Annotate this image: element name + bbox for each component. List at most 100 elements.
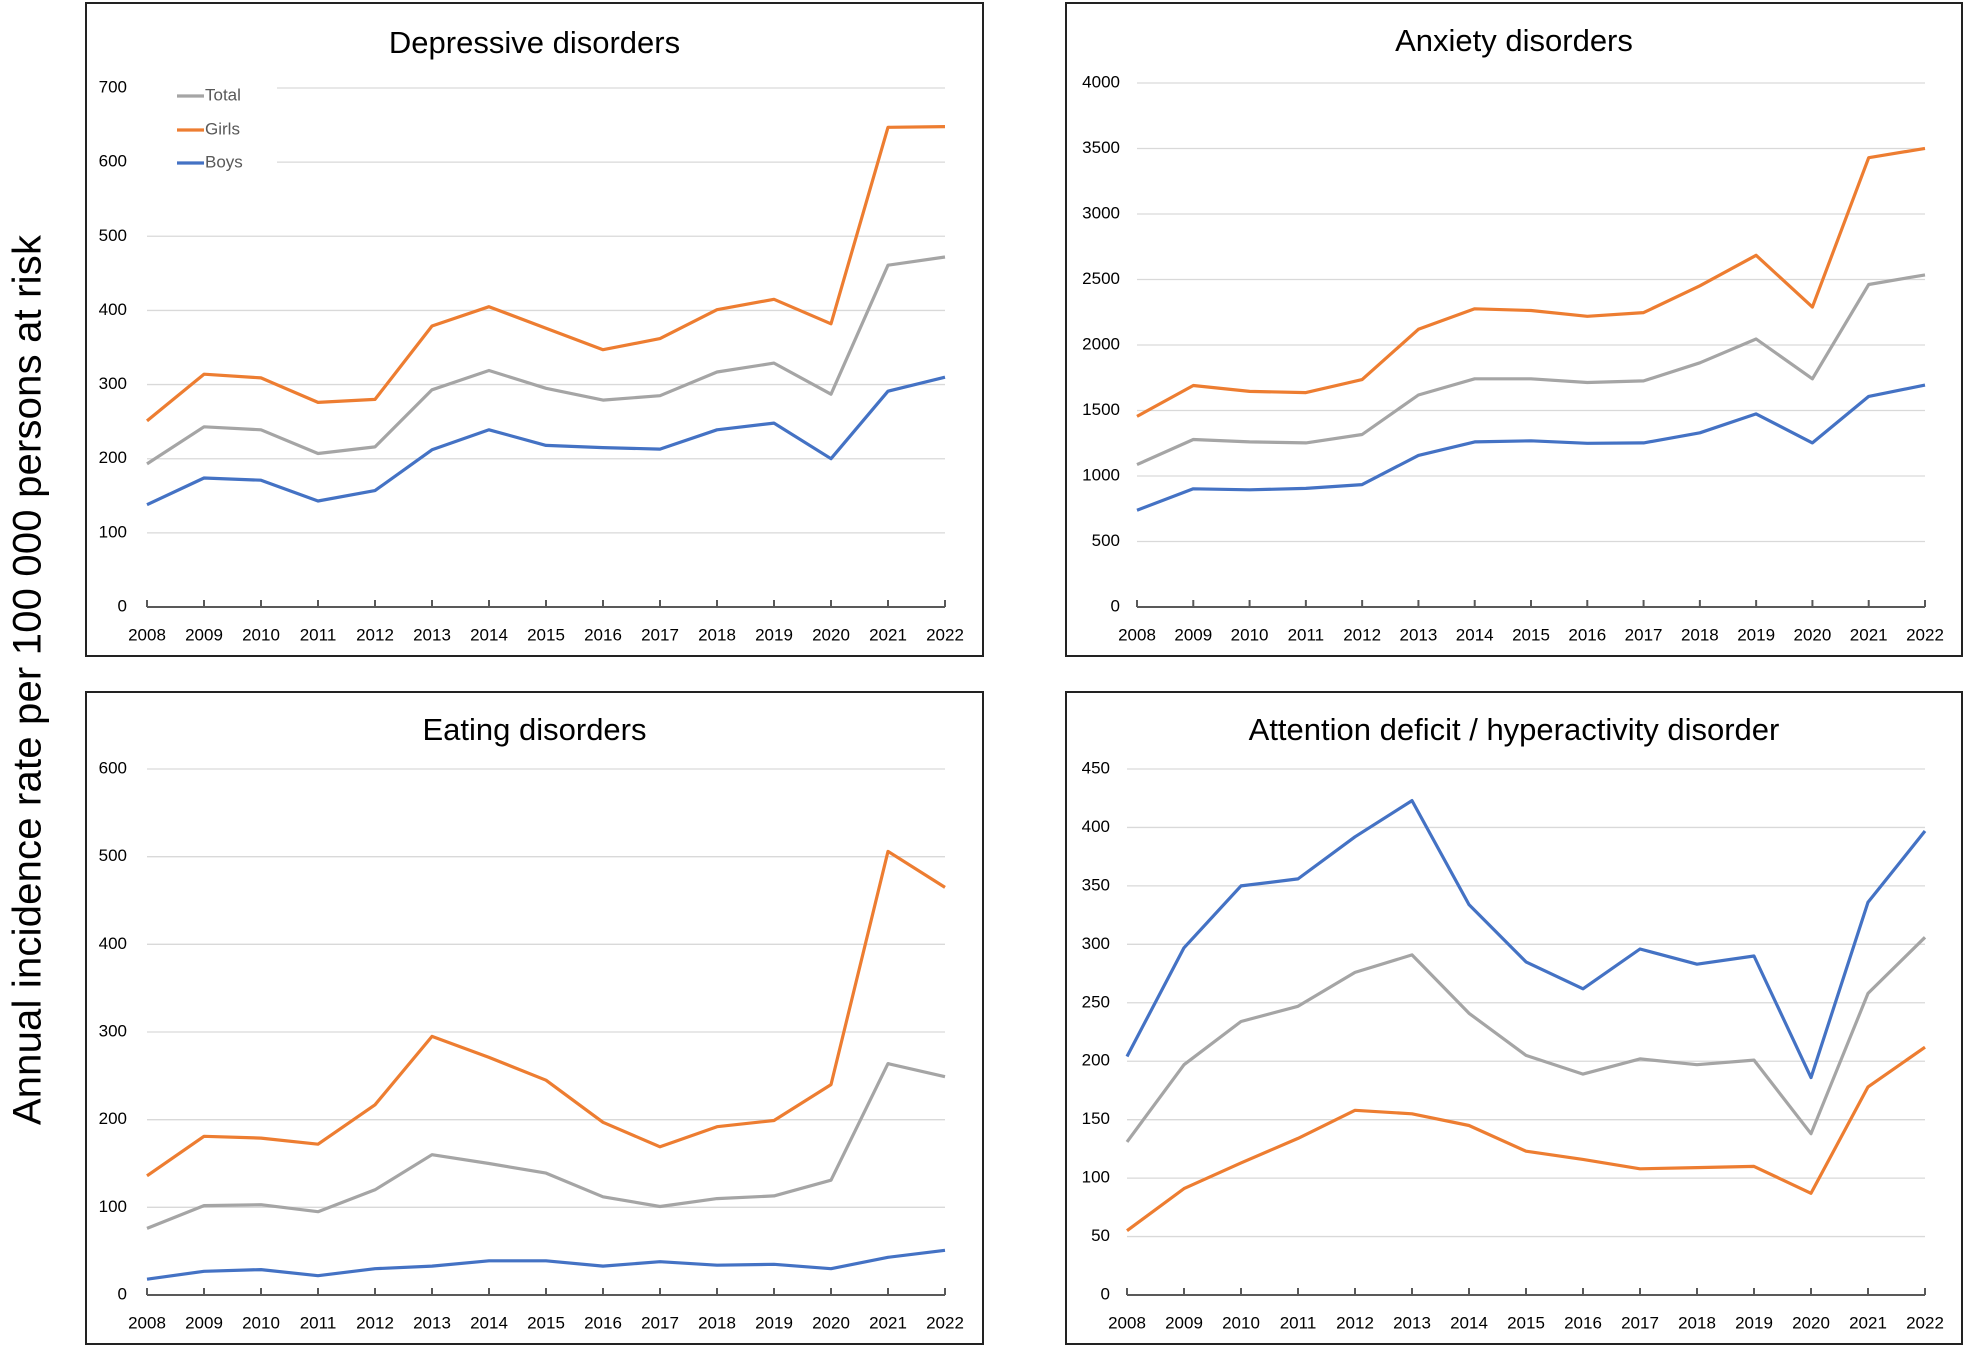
x-tick-label: 2022 <box>1906 625 1944 644</box>
x-tick-label: 2015 <box>1507 1313 1545 1332</box>
y-tick-label: 500 <box>1092 531 1120 550</box>
panel-frame <box>1065 2 1963 657</box>
x-tick-label: 2019 <box>1737 625 1775 644</box>
panel-frame <box>85 691 984 1345</box>
x-tick-label: 2016 <box>584 625 622 644</box>
x-tick-label: 2008 <box>128 1313 166 1332</box>
x-tick-label: 2021 <box>1849 1313 1887 1332</box>
y-tick-label: 150 <box>1082 1109 1110 1128</box>
x-tick-label: 2021 <box>1850 625 1888 644</box>
x-tick-label: 2011 <box>300 625 337 644</box>
x-tick-label: 2020 <box>812 625 850 644</box>
y-tick-label: 1000 <box>1082 465 1120 484</box>
y-tick-label: 100 <box>1082 1168 1110 1187</box>
x-tick-label: 2017 <box>1621 1313 1659 1332</box>
y-tick-label: 0 <box>1111 596 1120 615</box>
panel-frame <box>1065 691 1963 1345</box>
y-tick-label: 200 <box>99 1109 127 1128</box>
x-tick-label: 2010 <box>242 625 280 644</box>
chart-title: Depressive disorders <box>389 25 680 60</box>
y-tick-label: 0 <box>118 596 127 615</box>
y-tick-label: 500 <box>99 226 127 245</box>
x-tick-label: 2009 <box>1165 1313 1203 1332</box>
x-tick-label: 2015 <box>527 1313 565 1332</box>
y-tick-label: 350 <box>1082 875 1110 894</box>
chart-title: Eating disorders <box>422 712 646 747</box>
y-tick-label: 0 <box>1101 1284 1110 1303</box>
x-tick-label: 2013 <box>1393 1313 1431 1332</box>
x-tick-label: 2021 <box>869 1313 907 1332</box>
y-tick-label: 300 <box>1082 934 1110 953</box>
legend-label-boys: Boys <box>205 152 243 171</box>
x-tick-label: 2016 <box>1564 1313 1602 1332</box>
y-tick-label: 1500 <box>1082 400 1120 419</box>
series-line-boys <box>146 375 946 507</box>
x-tick-label: 2012 <box>1336 1313 1374 1332</box>
x-tick-label: 2018 <box>1681 625 1719 644</box>
x-tick-label: 2012 <box>1343 625 1381 644</box>
x-tick-label: 2019 <box>755 625 793 644</box>
x-tick-label: 2013 <box>413 625 451 644</box>
panel-depressive-disorders: Depressive disorders 0 100 200 300 400 500 600 7… <box>85 2 984 657</box>
x-tick-label: 2014 <box>470 1313 508 1332</box>
y-tick-label: 2000 <box>1082 334 1120 353</box>
x-tick-label: 2020 <box>1794 625 1832 644</box>
x-tick-label: 2008 <box>1118 625 1156 644</box>
x-tick-label: 2011 <box>1288 625 1325 644</box>
legend-label-total: Total <box>205 85 241 104</box>
y-tick-label: 700 <box>99 77 127 96</box>
y-tick-label: 400 <box>99 300 127 319</box>
x-tick-label: 2010 <box>1231 625 1269 644</box>
x-tick-label: 2014 <box>470 625 508 644</box>
x-tick-label: 2016 <box>584 1313 622 1332</box>
panel-anxiety-disorders: Anxiety disorders 0 500 1000 1500 2000 2500 300… <box>1065 2 1963 657</box>
y-tick-label: 0 <box>118 1284 127 1303</box>
series-line-girls <box>1136 146 1926 418</box>
series-line-boys <box>1136 383 1926 512</box>
y-tick-label: 4000 <box>1082 72 1120 91</box>
x-tick-label: 2011 <box>1280 1313 1317 1332</box>
x-tick-label: 2011 <box>300 1313 337 1332</box>
x-tick-label: 2021 <box>869 625 907 644</box>
x-tick-label: 2022 <box>926 625 964 644</box>
y-tick-label: 2500 <box>1082 269 1120 288</box>
x-tick-label: 2014 <box>1450 1313 1488 1332</box>
series-line-total <box>1125 936 1927 1143</box>
x-tick-label: 2009 <box>1174 625 1212 644</box>
x-tick-label: 2017 <box>641 625 679 644</box>
y-tick-label: 400 <box>1082 817 1110 836</box>
chart-title: Anxiety disorders <box>1395 23 1633 58</box>
y-tick-label: 200 <box>1082 1051 1110 1070</box>
y-tick-label: 500 <box>99 846 127 865</box>
y-tick-label: 600 <box>99 152 127 171</box>
x-tick-label: 2020 <box>812 1313 850 1332</box>
y-tick-label: 400 <box>99 934 127 953</box>
x-tick-label: 2010 <box>242 1313 280 1332</box>
x-tick-label: 2022 <box>926 1313 964 1332</box>
x-tick-label: 2013 <box>413 1313 451 1332</box>
x-tick-label: 2018 <box>698 1313 736 1332</box>
series-line-total <box>146 1061 946 1230</box>
x-tick-label: 2009 <box>185 1313 223 1332</box>
x-tick-label: 2018 <box>698 625 736 644</box>
series-line-boys <box>146 1248 946 1281</box>
y-tick-label: 450 <box>1082 758 1110 777</box>
x-tick-label: 2010 <box>1222 1313 1260 1332</box>
y-tick-label: 3000 <box>1082 203 1120 222</box>
chart-title: Attention deficit / hyperactivity disord… <box>1249 712 1780 747</box>
x-tick-label: 2008 <box>1108 1313 1146 1332</box>
series-line-girls <box>145 125 946 423</box>
x-tick-label: 2017 <box>1625 625 1663 644</box>
y-tick-label: 50 <box>1091 1226 1110 1245</box>
panel-eating-disorders: Eating disorders 0 100 200 300 400 500 600 2008 2… <box>85 691 984 1345</box>
series-line-total <box>1136 273 1926 467</box>
y-tick-label: 300 <box>99 1021 127 1040</box>
panel-frame <box>85 2 984 657</box>
y-tick-label: 250 <box>1082 992 1110 1011</box>
series-line-boys <box>1125 798 1927 1080</box>
x-tick-label: 2020 <box>1792 1313 1830 1332</box>
x-tick-label: 2014 <box>1456 625 1494 644</box>
x-tick-label: 2009 <box>185 625 223 644</box>
x-tick-label: 2015 <box>1512 625 1550 644</box>
